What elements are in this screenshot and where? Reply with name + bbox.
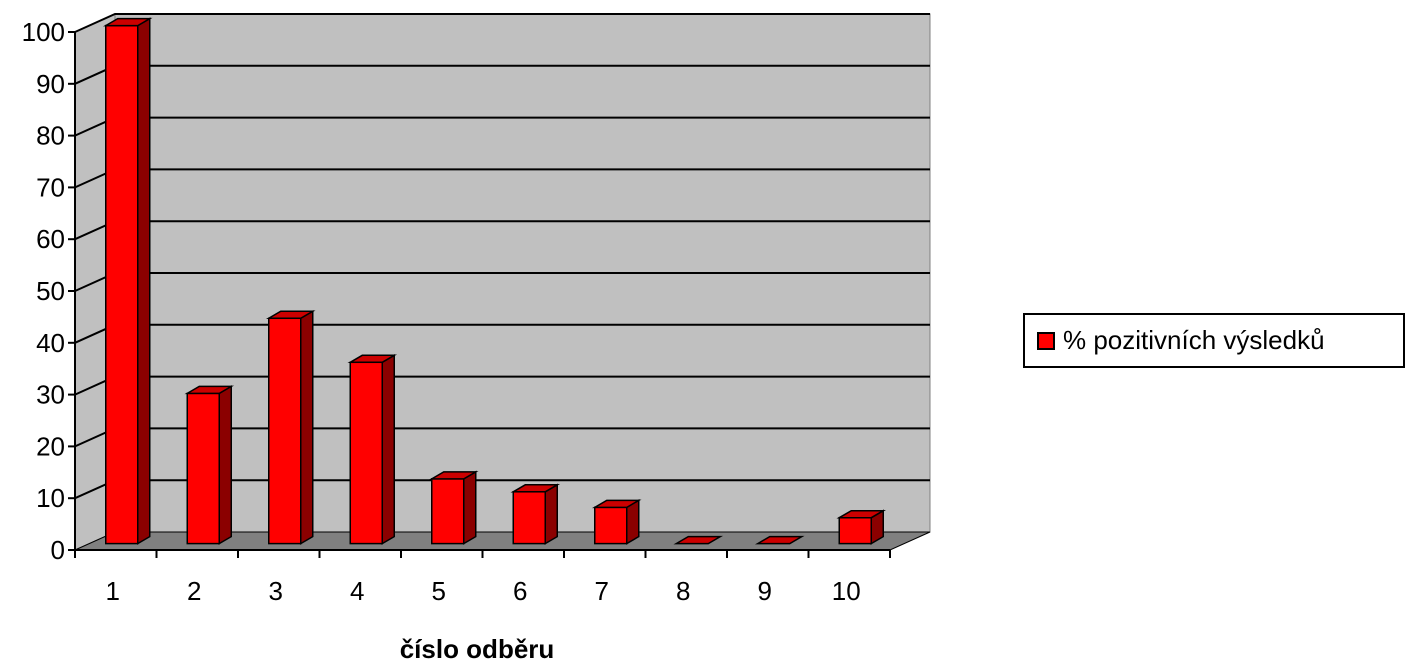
bar-front xyxy=(350,362,382,543)
y-tick-label: 20 xyxy=(36,431,65,461)
x-tick-label: 1 xyxy=(106,576,120,606)
bar-side xyxy=(464,472,476,544)
bar-front xyxy=(269,318,301,543)
x-tick-label: 4 xyxy=(350,576,364,606)
bar-front xyxy=(432,479,464,544)
bar-front xyxy=(595,507,627,543)
x-tick-label: 7 xyxy=(595,576,609,606)
bar-front xyxy=(839,518,871,544)
bar-front xyxy=(513,492,545,544)
y-tick-label: 100 xyxy=(22,17,65,47)
y-tick-label: 0 xyxy=(51,535,65,565)
bar xyxy=(350,355,394,543)
x-tick-label: 3 xyxy=(269,576,283,606)
bar-side xyxy=(138,19,150,544)
bar-side xyxy=(382,355,394,543)
y-tick-label: 30 xyxy=(36,380,65,410)
y-tick-label: 80 xyxy=(36,121,65,151)
bar-side xyxy=(545,485,557,544)
x-tick-label: 9 xyxy=(758,576,772,606)
bar-front xyxy=(187,393,219,543)
y-tick-label: 90 xyxy=(36,69,65,99)
x-tick-label: 2 xyxy=(187,576,201,606)
x-tick-label: 10 xyxy=(832,576,861,606)
bar xyxy=(839,511,883,544)
bar-side xyxy=(301,311,313,543)
x-tick-label: 8 xyxy=(676,576,690,606)
bar xyxy=(269,311,313,543)
bar xyxy=(513,485,557,544)
bar xyxy=(432,472,476,544)
y-tick-label: 40 xyxy=(36,328,65,358)
x-tick-label: 5 xyxy=(432,576,446,606)
legend-label: % pozitivních výsledků xyxy=(1063,325,1325,356)
y-tick-label: 70 xyxy=(36,172,65,202)
x-tick-label: 6 xyxy=(513,576,527,606)
bar xyxy=(187,386,231,543)
legend-swatch xyxy=(1037,332,1055,350)
bar-side xyxy=(219,386,231,543)
bar xyxy=(595,500,639,543)
y-tick-label: 50 xyxy=(36,276,65,306)
bar xyxy=(106,19,150,544)
x-axis-title: číslo odběru xyxy=(400,634,555,664)
y-tick-labels: 0 10 20 30 40 50 60 70 80 90 100 xyxy=(22,17,65,565)
y-tick-label: 60 xyxy=(36,224,65,254)
y-tick-label: 10 xyxy=(36,483,65,513)
legend: % pozitivních výsledků xyxy=(1023,313,1405,368)
x-tick-labels: 1 2 3 4 5 6 7 8 9 10 xyxy=(106,576,861,606)
bar-front xyxy=(106,26,138,544)
